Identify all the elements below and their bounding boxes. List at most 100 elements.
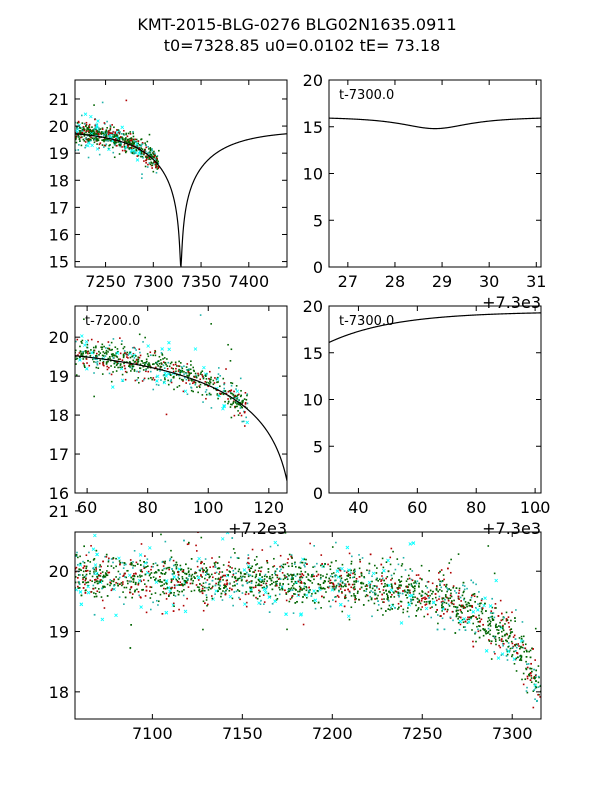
- data-point: [329, 565, 332, 568]
- data-point: [172, 370, 175, 373]
- data-point: [105, 349, 108, 352]
- data-point: [190, 364, 192, 366]
- data-point: [151, 164, 154, 167]
- y-tick-label: 15: [303, 344, 323, 363]
- panel-annotation: t-7200.0: [85, 314, 140, 329]
- data-point: [209, 378, 211, 381]
- data-point: [156, 155, 159, 157]
- data-point: [193, 370, 195, 372]
- data-point: [234, 397, 237, 399]
- data-point: [408, 615, 410, 618]
- data-point: [210, 393, 212, 396]
- data-point: [107, 560, 110, 563]
- data-point: [152, 170, 155, 173]
- data-point: [193, 379, 195, 382]
- data-point: [123, 134, 125, 136]
- data-point: [157, 167, 160, 170]
- data-point: [131, 363, 134, 366]
- data-point: [166, 368, 169, 370]
- data-point: [307, 573, 309, 575]
- data-point: [417, 608, 419, 611]
- data-point: [283, 574, 286, 577]
- data-point: [140, 570, 142, 573]
- data-point: [269, 584, 272, 586]
- data-point: [75, 121, 77, 124]
- data-point: [284, 589, 286, 592]
- data-point: [89, 138, 92, 141]
- data-point: [214, 564, 216, 566]
- data-point: [302, 574, 305, 577]
- data-point: [94, 138, 96, 141]
- data-point: [291, 584, 294, 587]
- data-point: [451, 610, 454, 613]
- data-point: [418, 601, 421, 603]
- data-point: [147, 146, 149, 148]
- data-point: [382, 601, 384, 603]
- data-point: [79, 345, 81, 348]
- data-point: [95, 346, 97, 349]
- data-point: [262, 582, 265, 585]
- data-point: [222, 403, 226, 408]
- data-point: [77, 120, 80, 123]
- data-point: [129, 148, 134, 153]
- data-point: [204, 571, 207, 573]
- data-point: [146, 360, 148, 363]
- data-point: [94, 581, 96, 584]
- data-point: [325, 591, 327, 593]
- data-point: [349, 576, 352, 579]
- data-point: [102, 363, 104, 366]
- data-point: [402, 556, 405, 559]
- data-point: [113, 141, 116, 144]
- data-point: [130, 370, 132, 372]
- data-point: [264, 573, 267, 576]
- data-point: [472, 581, 475, 584]
- data-point: [476, 625, 478, 628]
- data-point: [399, 621, 404, 625]
- data-point: [114, 132, 117, 135]
- data-point: [150, 568, 152, 571]
- data-point: [211, 579, 214, 582]
- data-point: [265, 582, 268, 585]
- data-point: [167, 379, 169, 382]
- data-point: [119, 136, 122, 138]
- data-point: [469, 604, 472, 607]
- data-point: [229, 571, 231, 573]
- data-point: [86, 143, 90, 148]
- data-point: [142, 588, 144, 591]
- data-point: [198, 586, 200, 589]
- data-point: [90, 131, 93, 133]
- data-point: [234, 400, 237, 402]
- data-point: [408, 542, 413, 546]
- data-point: [467, 616, 469, 619]
- data-point: [152, 363, 154, 366]
- data-point: [234, 402, 237, 404]
- data-point: [488, 604, 493, 608]
- data-point: [376, 586, 378, 589]
- data-point: [85, 358, 88, 360]
- data-point: [533, 668, 535, 671]
- data-points: [75, 99, 160, 179]
- data-point: [186, 597, 188, 600]
- data-point: [148, 362, 150, 364]
- data-point: [80, 129, 83, 132]
- data-point: [141, 570, 143, 573]
- data-point: [157, 166, 160, 168]
- data-point: [205, 599, 208, 601]
- data-point: [226, 569, 228, 571]
- data-point: [170, 549, 172, 552]
- data-point: [494, 640, 497, 643]
- data-point: [406, 585, 408, 588]
- data-point: [491, 615, 494, 618]
- data-point: [95, 549, 98, 552]
- data-point: [251, 575, 254, 578]
- data-point: [110, 385, 115, 389]
- data-point: [383, 579, 385, 582]
- data-point: [387, 600, 390, 602]
- data-point: [150, 164, 153, 167]
- data-point: [432, 590, 434, 593]
- data-point: [178, 374, 180, 377]
- data-point: [353, 583, 356, 586]
- data-point: [319, 578, 322, 580]
- data-point: [201, 394, 204, 396]
- data-point: [152, 563, 155, 565]
